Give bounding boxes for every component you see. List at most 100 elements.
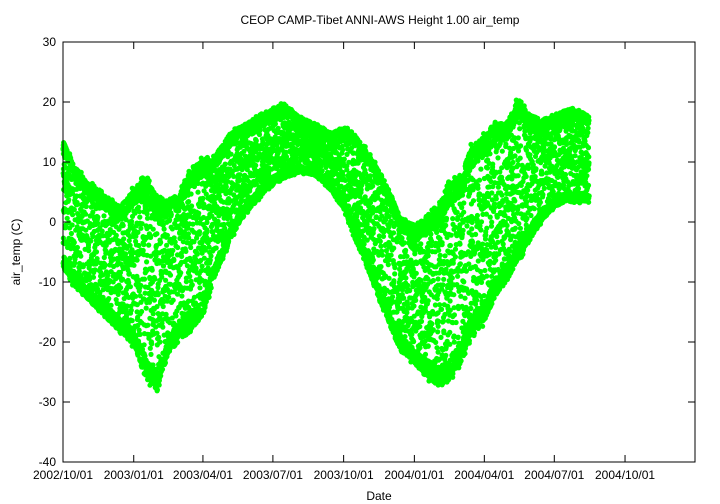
data-point bbox=[136, 209, 143, 215]
data-point bbox=[95, 220, 101, 226]
data-point bbox=[141, 342, 147, 348]
data-point bbox=[170, 247, 176, 254]
plot-points bbox=[60, 97, 592, 394]
data-point bbox=[131, 262, 137, 268]
data-point bbox=[163, 277, 169, 283]
data-point bbox=[145, 322, 151, 328]
data-point bbox=[83, 227, 89, 233]
data-point bbox=[132, 210, 138, 216]
data-point bbox=[67, 151, 73, 157]
data-point bbox=[108, 302, 114, 308]
data-point bbox=[69, 222, 75, 228]
data-point bbox=[117, 269, 124, 276]
data-point bbox=[148, 351, 154, 357]
data-point bbox=[120, 276, 126, 282]
data-point bbox=[100, 272, 106, 278]
data-point bbox=[157, 339, 163, 345]
data-point bbox=[137, 293, 143, 299]
data-point bbox=[197, 285, 203, 291]
data-point bbox=[74, 193, 80, 199]
data-point bbox=[120, 222, 126, 229]
data-point bbox=[151, 297, 157, 303]
data-point bbox=[158, 239, 164, 245]
data-point bbox=[83, 211, 89, 217]
data-point bbox=[138, 225, 144, 231]
data-point bbox=[149, 341, 155, 347]
data-point bbox=[135, 278, 141, 285]
data-point bbox=[167, 272, 174, 278]
data-point bbox=[160, 263, 167, 269]
data-point bbox=[143, 305, 149, 311]
data-point bbox=[126, 294, 132, 300]
data-point bbox=[70, 212, 76, 218]
data-point bbox=[147, 233, 154, 239]
data-point bbox=[139, 308, 145, 315]
data-point bbox=[233, 225, 239, 231]
data-point bbox=[113, 232, 119, 238]
data-point bbox=[126, 280, 132, 286]
data-point bbox=[126, 238, 132, 244]
data-point bbox=[237, 172, 243, 178]
data-point bbox=[83, 203, 89, 210]
data-point bbox=[175, 339, 181, 345]
data-point bbox=[78, 169, 84, 175]
data-point bbox=[71, 207, 77, 213]
data-point bbox=[140, 247, 146, 254]
data-point bbox=[168, 212, 174, 218]
data-point bbox=[72, 260, 78, 266]
data-point bbox=[134, 257, 140, 263]
data-point bbox=[118, 285, 124, 291]
data-point bbox=[95, 214, 101, 220]
data-point bbox=[68, 230, 74, 237]
data-point bbox=[222, 161, 228, 167]
data-point bbox=[183, 248, 189, 254]
data-point bbox=[99, 228, 105, 234]
data-point bbox=[137, 214, 143, 220]
data-point bbox=[135, 322, 141, 329]
data-point bbox=[129, 318, 135, 324]
data-point bbox=[160, 303, 166, 310]
data-point bbox=[187, 273, 193, 279]
data-point bbox=[133, 233, 139, 239]
data-point bbox=[136, 242, 142, 249]
data-point bbox=[154, 231, 160, 237]
data-point bbox=[74, 244, 80, 251]
data-point bbox=[183, 279, 189, 285]
data-point bbox=[213, 245, 219, 251]
data-point bbox=[206, 294, 212, 300]
data-point bbox=[101, 213, 107, 219]
data-point bbox=[135, 229, 141, 235]
data-point bbox=[161, 226, 167, 232]
data-point bbox=[150, 311, 156, 317]
data-point bbox=[189, 203, 195, 209]
data-point bbox=[200, 195, 206, 201]
data-point bbox=[121, 236, 127, 242]
data-point bbox=[160, 324, 166, 330]
data-point bbox=[128, 307, 134, 313]
data-point bbox=[80, 262, 86, 268]
data-point bbox=[90, 274, 97, 280]
data-point bbox=[137, 331, 143, 337]
data-point bbox=[90, 209, 96, 215]
data-point bbox=[154, 387, 160, 393]
data-point bbox=[196, 210, 202, 216]
data-point bbox=[253, 138, 259, 144]
data-point bbox=[75, 211, 81, 217]
data-point bbox=[253, 162, 259, 168]
data-point bbox=[139, 221, 145, 227]
data-point bbox=[67, 255, 73, 261]
data-point bbox=[136, 327, 142, 333]
data-point bbox=[146, 178, 152, 184]
data-point bbox=[150, 362, 156, 368]
data-point bbox=[78, 253, 84, 259]
data-point bbox=[228, 151, 234, 157]
data-point bbox=[141, 276, 148, 282]
data-point bbox=[175, 244, 181, 251]
data-point bbox=[152, 276, 158, 282]
data-point bbox=[135, 204, 142, 210]
data-point bbox=[179, 293, 185, 299]
data-point bbox=[150, 226, 156, 232]
data-point bbox=[129, 247, 135, 253]
data-point bbox=[147, 345, 153, 351]
